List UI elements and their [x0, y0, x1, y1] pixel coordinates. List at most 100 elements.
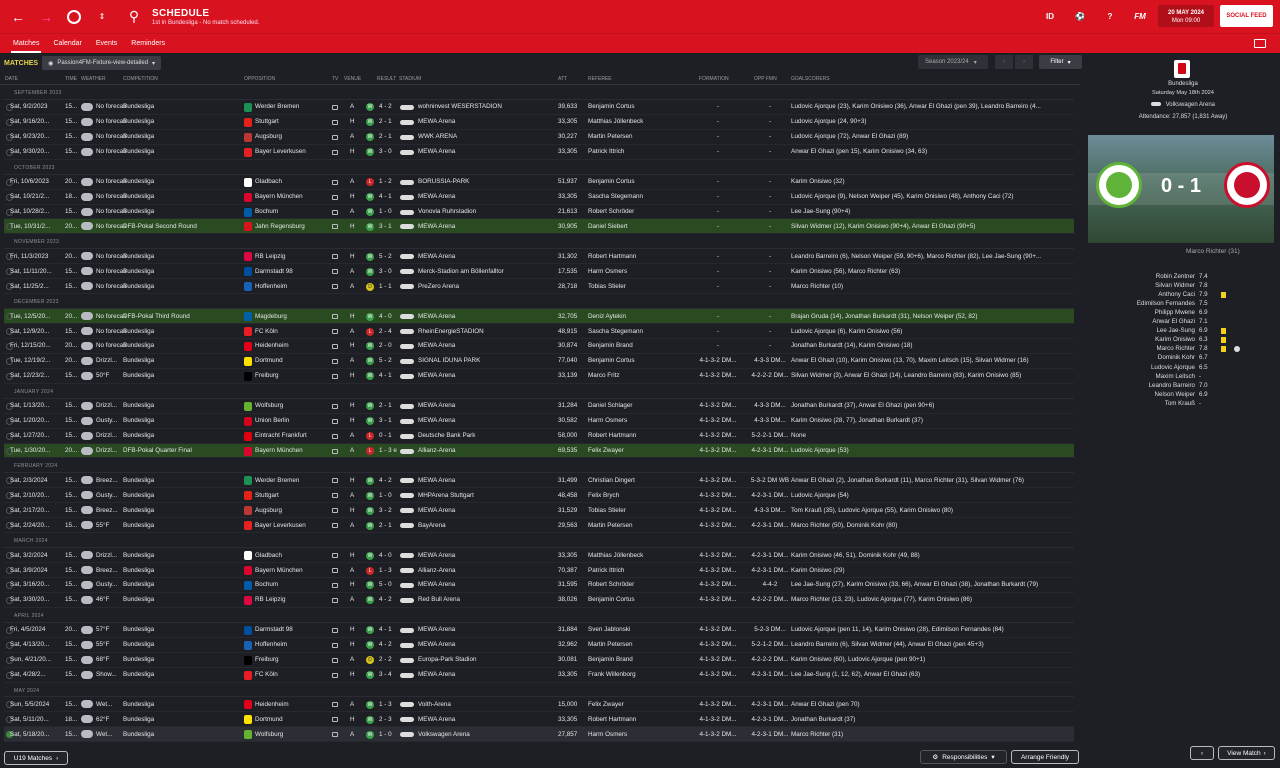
status-dot-icon[interactable]: [6, 208, 13, 216]
fixture-stadium[interactable]: Deutsche Bank Park: [418, 432, 476, 440]
fixture-row[interactable]: Sat, 11/11/20... 15... Bundesliga Darmstadt…: [4, 264, 1074, 280]
fixture-opposition[interactable]: Bayern München: [255, 193, 303, 201]
fixture-opposition[interactable]: Darmstadt 98: [255, 626, 293, 634]
fixture-stadium[interactable]: MEWA Arena: [418, 671, 456, 679]
fixture-opposition[interactable]: Magdeburg: [255, 312, 287, 320]
fixture-competition[interactable]: Bundesliga: [123, 581, 155, 589]
status-dot-icon[interactable]: [6, 223, 13, 231]
fixture-row[interactable]: Sat, 9/30/20... 15... Bundesliga Bayer Leve…: [4, 145, 1074, 160]
fixture-referee[interactable]: Tobias Stieler: [588, 506, 626, 514]
status-dot-icon[interactable]: [6, 567, 13, 574]
match-scoreboard-image[interactable]: 0 - 1: [1088, 135, 1274, 243]
fixture-referee[interactable]: Tobias Stieler: [588, 282, 626, 290]
view-match-button[interactable]: View Match ›: [1218, 746, 1275, 760]
fixture-stadium[interactable]: MEWA Arena: [418, 626, 456, 634]
status-dot-icon[interactable]: [6, 626, 13, 634]
tab-reminders[interactable]: Reminders: [131, 40, 166, 47]
social-feed-button[interactable]: SOCIAL FEED: [1220, 5, 1273, 27]
fixture-referee[interactable]: Patrick Ittrich: [588, 148, 625, 156]
fixture-referee[interactable]: Daniel Schlager: [588, 402, 633, 410]
fixture-referee[interactable]: Frank Willenborg: [588, 671, 636, 679]
fixture-opposition[interactable]: Gladbach: [255, 551, 282, 559]
col-result[interactable]: RESULT: [377, 76, 397, 82]
club-badge-icon[interactable]: [64, 7, 84, 27]
fixture-opposition[interactable]: Stuttgart: [255, 491, 279, 499]
fixture-referee[interactable]: Sascha Stegemann: [588, 327, 643, 335]
fixture-stadium[interactable]: Red Bull Arena: [418, 596, 461, 604]
fixture-competition[interactable]: Bundesliga: [123, 432, 155, 440]
fixture-goalscorers[interactable]: Jonathan Burkardt (14), Karim Onisiwo (1…: [791, 342, 913, 350]
fixture-opposition[interactable]: Jahn Regensburg: [255, 222, 305, 230]
fixture-goalscorers[interactable]: Lee Jae-Sung (27), Karim Onisiwo (33, 66…: [791, 581, 1039, 589]
fixture-stadium[interactable]: Voith-Arena: [418, 700, 451, 708]
fixture-row[interactable]: Sat, 3/16/20... 15... Bundesliga Bochum H 5 -…: [4, 578, 1074, 593]
status-dot-icon[interactable]: [6, 552, 13, 560]
fixture-referee[interactable]: Robert Hartmann: [588, 432, 637, 440]
status-dot-icon[interactable]: [6, 701, 13, 709]
fixture-opposition[interactable]: Dortmund: [255, 715, 283, 723]
col-venue[interactable]: VENUE: [344, 76, 362, 82]
fixture-competition[interactable]: Bundesliga: [123, 148, 155, 156]
fixture-stadium[interactable]: MEWA Arena: [418, 715, 456, 723]
fixture-referee[interactable]: Robert Hartmann: [588, 715, 637, 723]
status-dot-icon[interactable]: [6, 253, 13, 261]
fixture-stadium[interactable]: MEWA Arena: [418, 402, 456, 410]
next-arrow-icon[interactable]: ›: [1015, 55, 1033, 69]
fixture-stadium[interactable]: MEWA Arena: [418, 222, 456, 230]
status-dot-icon[interactable]: [6, 328, 13, 335]
fixture-opposition[interactable]: Hoffenheim: [255, 282, 288, 290]
fixture-row[interactable]: Sun, 5/5/2024 15... Bundesliga Heidenheim A 1…: [4, 697, 1074, 713]
player-rating-row[interactable]: Silvan Widmer 7.8: [1086, 282, 1280, 291]
fixture-stadium[interactable]: Allianz-Arena: [418, 447, 456, 454]
fixture-goalscorers[interactable]: Silvan Widmer (3), Anwar El Ghazi (14), …: [791, 372, 1022, 380]
col-date[interactable]: DATE: [5, 76, 18, 82]
fixture-competition[interactable]: Bundesliga: [123, 193, 155, 201]
fixture-row[interactable]: Fri, 10/6/2023 20... Bundesliga Gladbach A 1 …: [4, 175, 1074, 190]
fixture-goalscorers[interactable]: Ludovic Ajorque (24, 90+3): [791, 118, 867, 126]
fixture-opposition[interactable]: Bayern München: [255, 447, 303, 454]
fixture-competition[interactable]: Bundesliga: [123, 327, 155, 335]
fixture-row[interactable]: Sat, 4/28/2... 15... Bundesliga FC Köln H 3 -…: [4, 668, 1074, 683]
fixture-stadium[interactable]: MEWA Arena: [418, 476, 456, 484]
fixture-opposition[interactable]: Wolfsburg: [255, 730, 284, 738]
fixture-referee[interactable]: Benjamin Cortus: [588, 103, 635, 111]
fixture-stadium[interactable]: wohninvest WESERSTADION: [418, 103, 502, 111]
fixture-competition[interactable]: Bundesliga: [123, 506, 155, 514]
fixture-row[interactable]: Sat, 2/3/2024 15... Bundesliga Werder Breme…: [4, 473, 1074, 489]
responsibilities-button[interactable]: ⚙ Responsibilities ▾: [920, 750, 1007, 764]
status-dot-icon[interactable]: [6, 716, 13, 724]
player-rating-row[interactable]: Dominik Kohr 6.7: [1086, 354, 1280, 363]
help-icon[interactable]: ?: [1107, 11, 1113, 21]
fixture-stadium[interactable]: BayArena: [418, 521, 446, 529]
status-dot-icon[interactable]: [6, 671, 13, 679]
fixture-goalscorers[interactable]: Karim Onisiwo (32): [791, 178, 845, 186]
player-rating-row[interactable]: Nelson Weiper 6.9: [1086, 391, 1280, 400]
fixture-row[interactable]: Sat, 2/10/20... 15... Bundesliga Stuttgart A…: [4, 488, 1074, 504]
fixtures-list[interactable]: SEPTEMBER 2023 Sat, 9/2/2023 15... Bundesli…: [4, 85, 1074, 750]
fixture-row[interactable]: Sat, 10/21/2... 18... Bundesliga Bayern Mün…: [4, 190, 1074, 205]
fixture-referee[interactable]: Christian Dingert: [588, 476, 635, 484]
fixture-referee[interactable]: Felix Brych: [588, 491, 620, 499]
col-tv[interactable]: TV: [332, 76, 339, 82]
fixture-goalscorers[interactable]: Leandro Barreiro (6), Silvan Widmer (44)…: [791, 641, 984, 649]
fixture-referee[interactable]: Benjamin Cortus: [588, 178, 635, 186]
status-dot-icon[interactable]: [6, 178, 13, 186]
fixture-referee[interactable]: Marco Fritz: [588, 372, 620, 380]
fixture-opposition[interactable]: FC Köln: [255, 671, 278, 679]
fixture-stadium[interactable]: MHPArena Stuttgart: [418, 491, 474, 499]
status-dot-icon[interactable]: [6, 417, 13, 425]
status-dot-icon[interactable]: [6, 432, 13, 440]
fixture-goalscorers[interactable]: Marco Richter (10): [791, 282, 844, 290]
status-dot-icon[interactable]: [6, 103, 13, 111]
fixture-goalscorers[interactable]: Anwar El Ghazi (pen 15), Karim Onisiwo (…: [791, 148, 928, 156]
fixture-stadium[interactable]: Vonovia Ruhrstadion: [418, 208, 477, 215]
fixture-goalscorers[interactable]: Marco Richter (50), Dominik Kohr (80): [791, 521, 898, 529]
fixture-competition[interactable]: Bundesliga: [123, 491, 155, 499]
fixture-goalscorers[interactable]: Anwar El Ghazi (pen 70): [791, 700, 860, 708]
fixture-row[interactable]: Sun, 4/21/20... 15... Bundesliga Freiburg A 2…: [4, 653, 1074, 668]
fixture-row[interactable]: Fri, 12/15/20... 20... Bundesliga Heidenhei…: [4, 339, 1074, 354]
fixture-referee[interactable]: Robert Schröder: [588, 581, 635, 589]
fixture-opposition[interactable]: Gladbach: [255, 178, 282, 186]
status-dot-icon[interactable]: [6, 581, 13, 589]
fixture-stadium[interactable]: MEWA Arena: [418, 312, 456, 320]
